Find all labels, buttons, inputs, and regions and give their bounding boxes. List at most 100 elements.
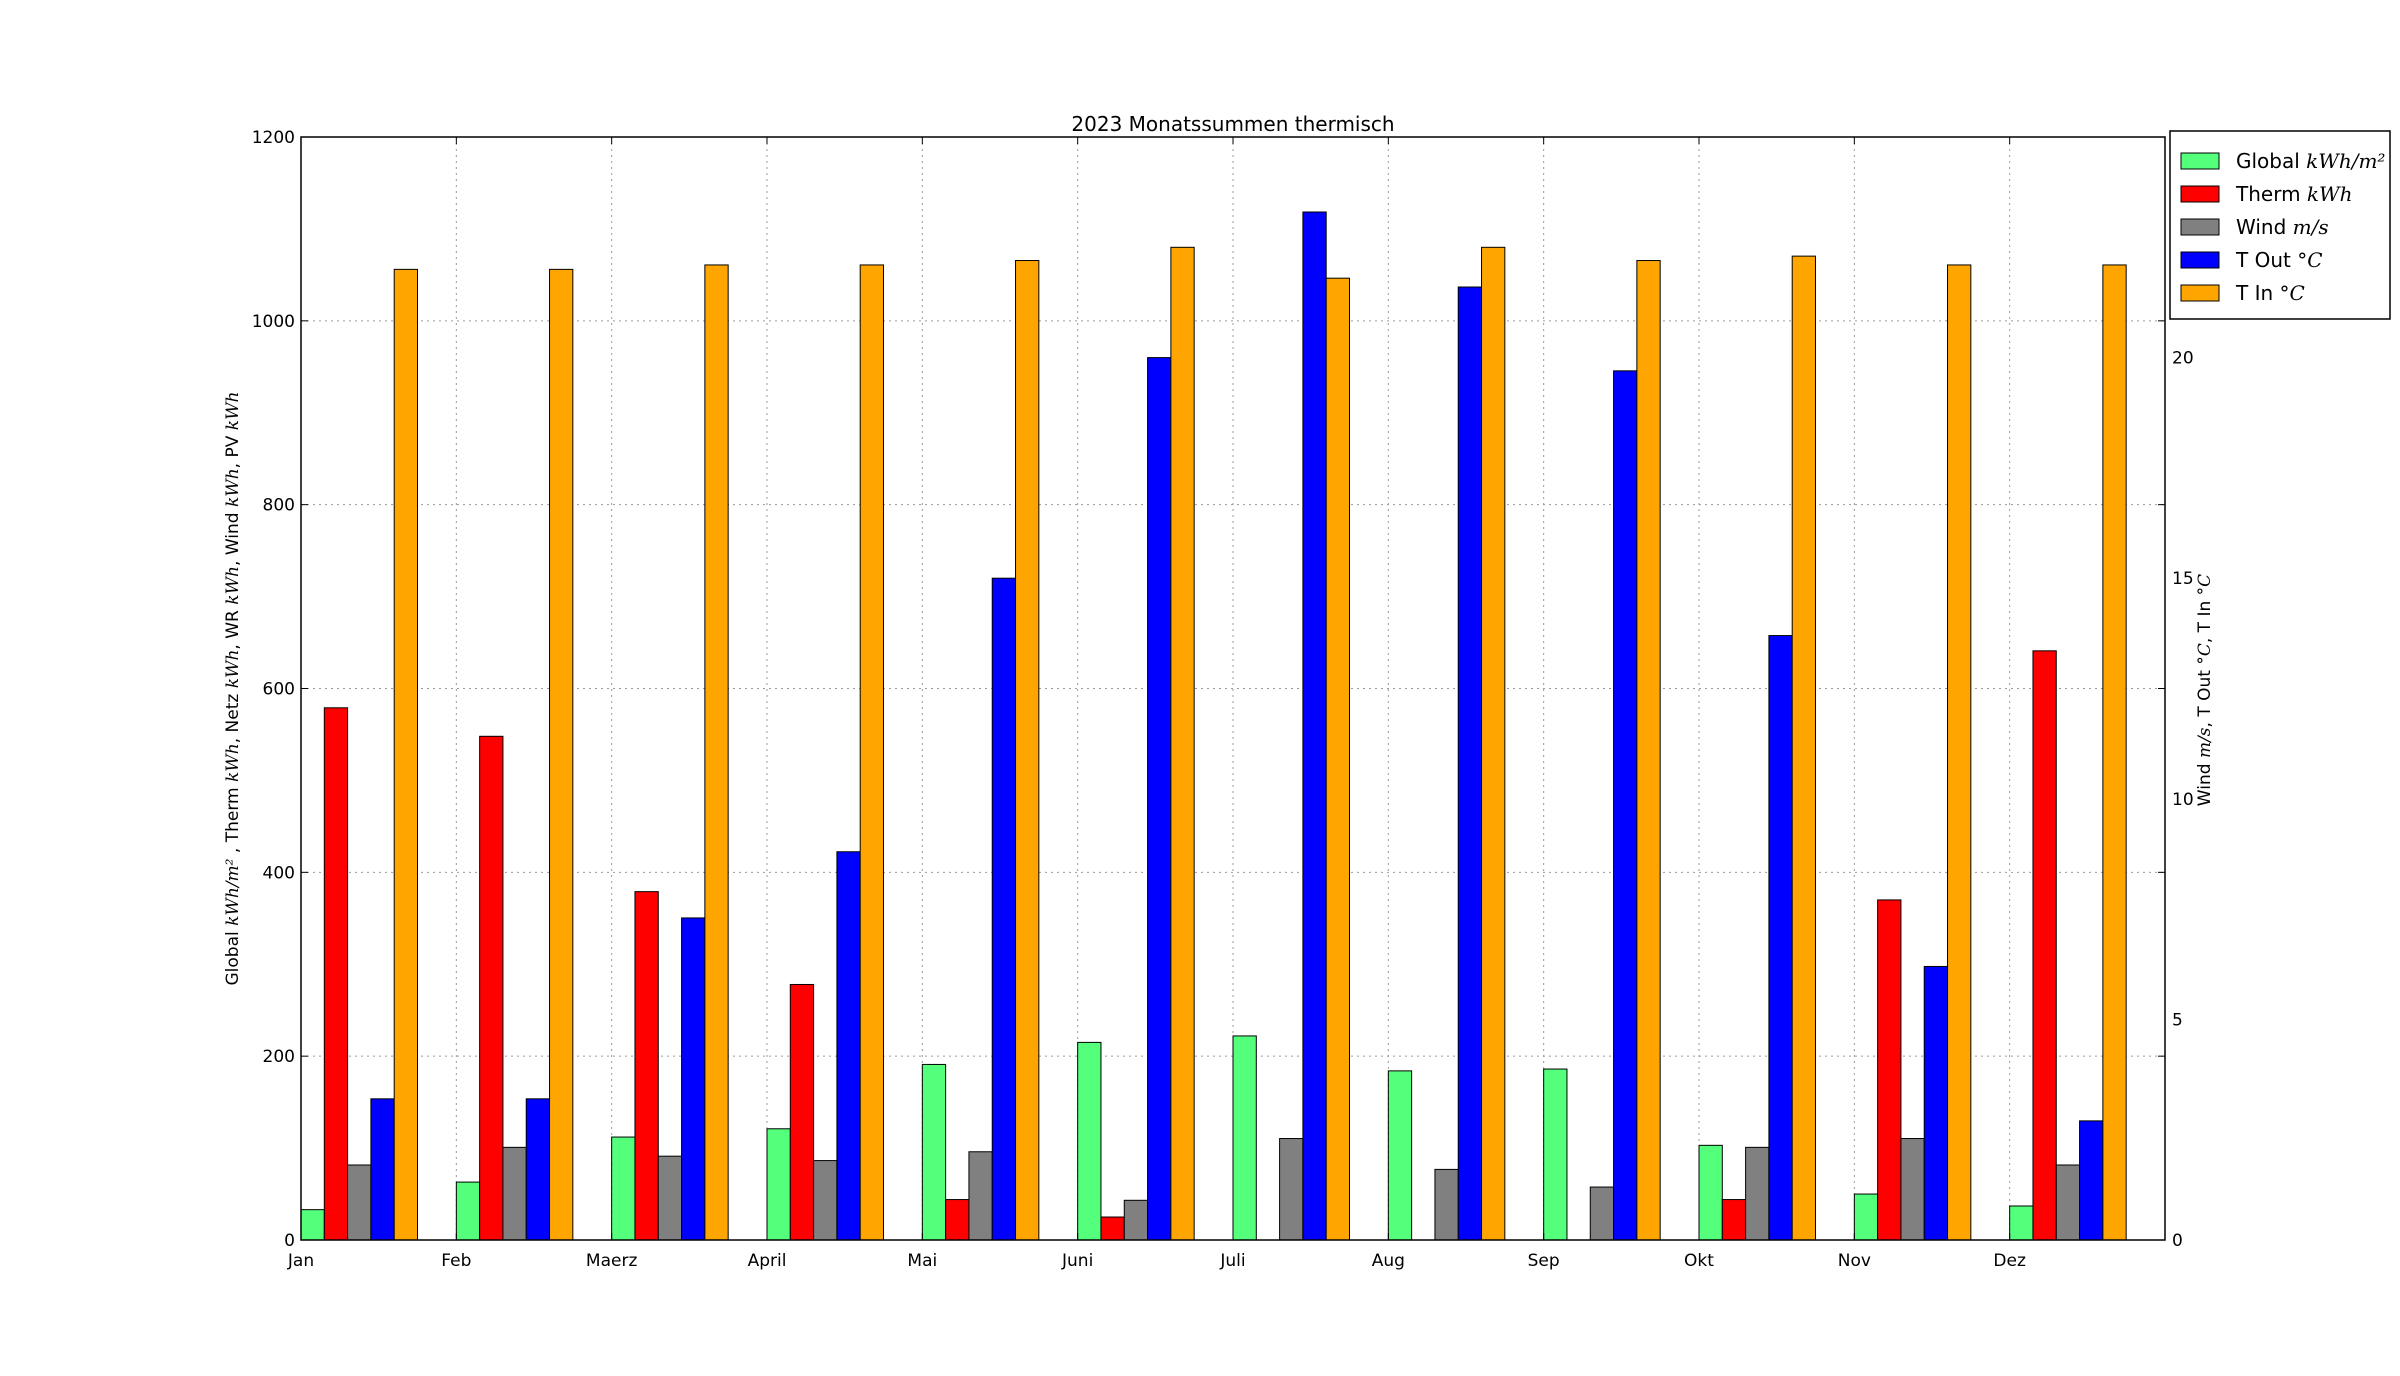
axis-label-part: , Netz xyxy=(223,688,243,743)
legend-label: Therm kWh xyxy=(2235,182,2352,206)
axis-label-part: kWh xyxy=(223,650,243,689)
bar-t-in-april xyxy=(859,264,885,1241)
bar-t-out-aug xyxy=(1457,286,1483,1241)
bar-wind-jan xyxy=(347,1164,372,1241)
x-tick-label: Aug xyxy=(1372,1251,1405,1271)
axis-label-part: kWh xyxy=(223,468,243,507)
legend-label: Global kWh/m² xyxy=(2236,149,2385,173)
y-right-tick-label: 0 xyxy=(2172,1231,2183,1251)
y-left-tick-label: 0 xyxy=(284,1231,295,1251)
bar-wind-juni xyxy=(1123,1199,1149,1241)
bar-therm-april xyxy=(789,983,815,1241)
bar-wind-sep xyxy=(1589,1186,1615,1241)
bar-t-out-jan xyxy=(370,1098,395,1241)
legend-item-t-out: T Out °C xyxy=(2180,248,2323,272)
bar-t-in-nov xyxy=(1947,264,1972,1241)
axis-label-part: kWh/m² xyxy=(223,858,243,926)
bar-wind-mai xyxy=(968,1151,993,1241)
axis-label-part: kWh xyxy=(223,391,243,430)
x-tick-label: April xyxy=(748,1251,787,1271)
axis-label-part: kWh xyxy=(223,566,243,605)
axis-label-part: Global xyxy=(223,926,243,986)
bar-t-out-maerz xyxy=(681,917,706,1241)
bar-global-nov xyxy=(1853,1193,1879,1241)
bar-t-out-dez xyxy=(2079,1120,2104,1241)
bar-wind-april xyxy=(813,1160,838,1241)
legend-label: Wind m/s xyxy=(2236,215,2329,239)
y-left-tick-label: 400 xyxy=(263,863,295,883)
bar-global-aug xyxy=(1387,1070,1413,1241)
axis-label-part: °C xyxy=(2195,574,2215,596)
series-t-in xyxy=(393,246,2127,1241)
axis-label-part: , T In xyxy=(2195,595,2215,643)
y-right-tick-label: 10 xyxy=(2172,790,2194,810)
axis-label-part: Wind xyxy=(2195,758,2215,806)
bar-t-out-mai xyxy=(991,577,1017,1241)
axis-label-part: , T Out xyxy=(2195,665,2215,728)
x-tick-label: Juni xyxy=(1061,1251,1093,1271)
x-tick-label: Sep xyxy=(1528,1251,1560,1271)
bar-t-out-sep xyxy=(1613,370,1638,1241)
bar-therm-feb xyxy=(479,735,504,1241)
legend-item-wind: Wind m/s xyxy=(2180,215,2329,239)
x-axis: Jan Feb Maerz April Mai Juni Juli Aug Sep Okt Nov D… xyxy=(287,137,2026,1271)
bars xyxy=(300,211,2127,1241)
series-global xyxy=(300,1035,2034,1241)
legend-item-therm: Therm kWh xyxy=(2180,182,2352,206)
legend: Global kWh/m² Therm kWh Wind m/s T Out °C T … xyxy=(2169,130,2391,320)
bar-t-in-mai xyxy=(1015,260,1040,1241)
bar-therm-okt xyxy=(1721,1199,1747,1241)
y-left-tick-label: 1200 xyxy=(252,128,295,148)
left-axis: 0 200 400 600 800 1000 1200 xyxy=(252,128,2165,1251)
bar-wind-dez xyxy=(2055,1164,2081,1241)
bar-global-april xyxy=(766,1128,791,1241)
bar-wind-maerz xyxy=(657,1155,683,1241)
axis-label-part: m/s xyxy=(2195,727,2215,758)
bar-therm-mai xyxy=(945,1199,970,1241)
bar-t-out-nov xyxy=(1923,965,1949,1241)
legend-swatch xyxy=(2180,284,2220,302)
chart-title: 2023 Monatssummen thermisch xyxy=(1071,112,1394,136)
bar-global-okt xyxy=(1698,1144,1723,1241)
bar-t-out-juli xyxy=(1302,211,1327,1241)
y-left-tick-label: 600 xyxy=(263,680,295,700)
x-tick-label: Feb xyxy=(441,1251,471,1271)
axis-label-part: , WR xyxy=(223,605,243,650)
y-left-tick-label: 1000 xyxy=(252,312,295,332)
bar-t-in-juni xyxy=(1170,246,1195,1241)
bar-t-in-dez xyxy=(2102,264,2127,1241)
axis-label-part: , Therm xyxy=(223,782,243,858)
bar-wind-nov xyxy=(1900,1138,1925,1241)
legend-swatch xyxy=(2180,251,2220,269)
bar-therm-nov xyxy=(1877,899,1902,1241)
bar-t-in-sep xyxy=(1636,260,1661,1241)
legend-swatch xyxy=(2180,152,2220,170)
bar-t-in-feb xyxy=(549,268,574,1241)
y-left-tick-label: 200 xyxy=(263,1047,295,1067)
bar-t-out-feb xyxy=(525,1098,551,1241)
axis-label-part: kWh xyxy=(223,743,243,782)
bar-global-maerz xyxy=(611,1136,636,1241)
x-tick-label: Maerz xyxy=(586,1251,638,1271)
bar-wind-juli xyxy=(1279,1138,1304,1241)
axis-label-part: , Wind xyxy=(223,507,243,566)
bar-wind-aug xyxy=(1434,1168,1459,1241)
bar-therm-dez xyxy=(2032,650,2057,1241)
bar-t-in-aug xyxy=(1481,246,1506,1241)
bar-wind-okt xyxy=(1745,1146,1770,1241)
bar-t-in-juli xyxy=(1325,277,1350,1241)
bar-global-mai xyxy=(921,1063,947,1241)
bar-t-out-juni xyxy=(1147,357,1172,1241)
legend-item-t-in: T In °C xyxy=(2180,281,2305,305)
series-therm xyxy=(323,650,2057,1241)
legend-label: T Out °C xyxy=(2235,248,2323,272)
y-right-tick-label: 15 xyxy=(2172,569,2194,589)
y-left-tick-label: 800 xyxy=(263,496,295,516)
legend-swatch xyxy=(2180,218,2220,236)
bar-t-out-april xyxy=(836,851,861,1241)
x-tick-label: Juli xyxy=(1219,1251,1245,1271)
legend-item-global: Global kWh/m² xyxy=(2180,149,2385,173)
y-axis-left-label: Global kWh/m² , Therm kWh, Netz kWh, WR … xyxy=(223,391,243,985)
bar-global-sep xyxy=(1543,1068,1568,1241)
